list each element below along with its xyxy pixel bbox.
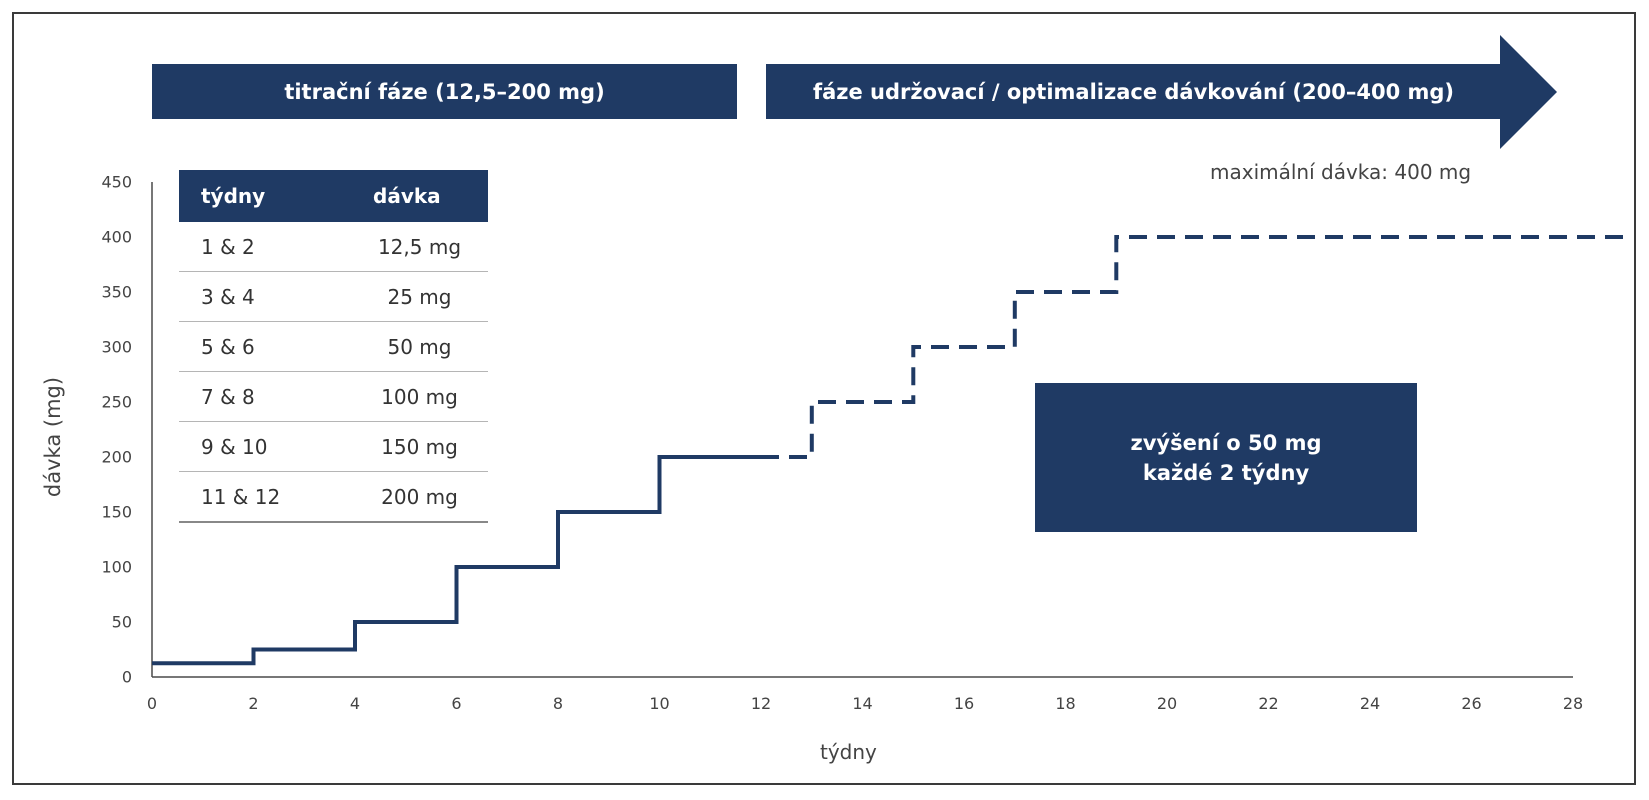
row-weeks: 11 & 12 bbox=[179, 471, 351, 523]
row-weeks: 7 & 8 bbox=[179, 371, 351, 422]
titration-dose-line bbox=[152, 455, 761, 666]
row-weeks: 9 & 10 bbox=[179, 421, 351, 472]
increase-line-2: každé 2 týdny bbox=[1142, 460, 1310, 485]
increase-info-box: zvýšení o 50 mg každé 2 týdny bbox=[1035, 383, 1417, 532]
row-weeks: 5 & 6 bbox=[179, 321, 351, 372]
row-dose: 200 mg bbox=[351, 471, 488, 523]
increase-line-1: zvýšení o 50 mg bbox=[1130, 430, 1322, 455]
header-dose: dávka bbox=[351, 170, 488, 222]
maintenance-dose-line bbox=[761, 235, 1624, 459]
titration-phase-banner: titrační fáze (12,5–200 mg) bbox=[152, 64, 737, 119]
x-tick-label: 28 bbox=[1562, 694, 1584, 713]
maintenance-phase-banner: fáze udržovací / optimalizace dávkování … bbox=[766, 64, 1501, 119]
titration-phase-label: titrační fáze (12,5–200 mg) bbox=[284, 79, 605, 104]
row-weeks: 3 & 4 bbox=[179, 271, 351, 322]
x-tick-label: 24 bbox=[1359, 694, 1381, 713]
x-tick-label: 14 bbox=[852, 694, 873, 713]
dose-table-header: týdny dávka bbox=[179, 170, 488, 222]
y-tick-label: 450 bbox=[101, 172, 132, 192]
x-tick-label: 4 bbox=[349, 694, 361, 713]
x-tick-label: 2 bbox=[248, 694, 259, 713]
series-layer bbox=[152, 235, 1624, 666]
x-tick-label: 6 bbox=[451, 694, 462, 713]
table-row: 5 & 6 50 mg bbox=[179, 321, 488, 372]
y-tick-label: 100 bbox=[101, 557, 132, 577]
table-row: 1 & 2 12,5 mg bbox=[179, 222, 488, 272]
y-tick-label: 250 bbox=[101, 392, 132, 412]
x-tick-label: 20 bbox=[1156, 694, 1178, 713]
x-tick-label: 0 bbox=[146, 694, 158, 713]
y-tick-label: 300 bbox=[101, 337, 132, 357]
y-tick-label: 0 bbox=[121, 667, 132, 687]
x-axis-label: týdny bbox=[820, 740, 877, 764]
y-tick-label: 400 bbox=[101, 227, 132, 247]
max-dose-label: maximální dávka: 400 mg bbox=[1210, 160, 1472, 184]
x-tick-label: 22 bbox=[1258, 694, 1279, 713]
dose-table: týdny dávka 1 & 2 12,5 mg 3 & 4 25 mg 5 … bbox=[179, 170, 488, 523]
table-row: 7 & 8 100 mg bbox=[179, 371, 488, 422]
y-tick-label: 200 bbox=[101, 447, 132, 467]
row-dose: 50 mg bbox=[351, 321, 488, 372]
table-row: 9 & 10 150 mg bbox=[179, 421, 488, 472]
row-dose: 100 mg bbox=[351, 371, 488, 422]
row-weeks: 1 & 2 bbox=[179, 222, 351, 272]
row-dose: 12,5 mg bbox=[351, 222, 488, 272]
table-row: 11 & 12 200 mg bbox=[179, 471, 488, 523]
y-tick-label: 150 bbox=[101, 502, 132, 522]
maintenance-phase-label: fáze udržovací / optimalizace dávkování … bbox=[812, 79, 1455, 104]
x-tick-label: 18 bbox=[1055, 694, 1076, 713]
y-tick-label: 350 bbox=[101, 282, 132, 302]
x-tick-label: 8 bbox=[552, 694, 564, 713]
table-row: 3 & 4 25 mg bbox=[179, 271, 488, 322]
row-dose: 25 mg bbox=[351, 271, 488, 322]
x-tick-label: 16 bbox=[953, 694, 975, 713]
x-tick-label: 26 bbox=[1461, 694, 1482, 713]
arrow-head-icon bbox=[1500, 35, 1557, 149]
row-dose: 150 mg bbox=[351, 421, 488, 472]
x-tick-label: 10 bbox=[649, 694, 670, 713]
x-tick-label: 12 bbox=[750, 694, 772, 713]
header-weeks: týdny bbox=[179, 170, 351, 222]
y-tick-label: 50 bbox=[111, 612, 132, 632]
